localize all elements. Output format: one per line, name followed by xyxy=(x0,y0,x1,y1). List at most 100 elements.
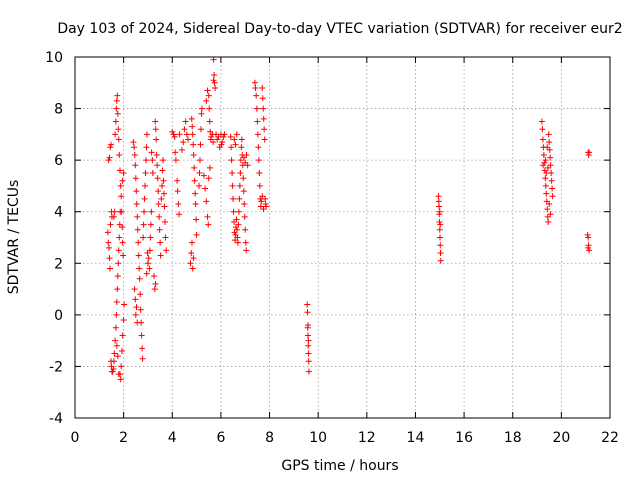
data-point xyxy=(149,170,156,177)
data-point xyxy=(142,182,149,189)
y-tick-label: 4 xyxy=(54,205,63,221)
data-point xyxy=(151,273,158,280)
data-point xyxy=(106,154,113,161)
data-point xyxy=(118,208,125,215)
data-point xyxy=(152,126,159,133)
axis-ticks xyxy=(74,56,611,419)
data-point xyxy=(188,249,195,256)
data-point xyxy=(162,234,169,241)
data-point xyxy=(196,157,203,164)
data-point xyxy=(262,195,269,202)
data-point xyxy=(116,151,123,158)
data-point xyxy=(540,162,547,169)
data-point xyxy=(118,347,125,354)
data-point xyxy=(148,149,155,156)
data-point xyxy=(143,157,150,164)
data-point xyxy=(218,141,225,148)
data-point xyxy=(171,133,178,140)
data-point xyxy=(436,203,443,210)
x-tick-label: 6 xyxy=(216,430,225,446)
data-point xyxy=(113,342,120,349)
data-point xyxy=(234,239,241,246)
data-point xyxy=(437,234,444,241)
data-point xyxy=(174,177,181,184)
data-point xyxy=(206,105,213,112)
data-point xyxy=(140,221,147,228)
data-point xyxy=(304,332,311,339)
data-point xyxy=(228,144,235,151)
data-point xyxy=(254,118,261,125)
data-point xyxy=(192,190,199,197)
data-point xyxy=(105,239,112,246)
data-point xyxy=(437,221,444,228)
x-tick-label: 10 xyxy=(309,430,327,446)
data-point xyxy=(257,203,264,210)
data-point xyxy=(133,200,140,207)
data-point xyxy=(549,193,556,200)
data-point xyxy=(436,208,443,215)
data-point xyxy=(205,175,212,182)
data-point xyxy=(180,139,187,146)
data-point xyxy=(304,301,311,308)
data-point xyxy=(176,131,183,138)
data-point xyxy=(113,311,120,318)
data-point xyxy=(190,255,197,262)
data-point xyxy=(105,157,112,164)
data-point xyxy=(214,136,221,143)
data-point xyxy=(220,133,227,140)
data-point xyxy=(139,355,146,362)
data-point xyxy=(106,255,113,262)
data-point xyxy=(197,126,204,133)
data-point xyxy=(546,139,553,146)
data-point xyxy=(547,154,554,161)
data-point xyxy=(544,206,551,213)
data-point xyxy=(144,249,151,256)
data-point xyxy=(117,376,124,383)
data-point xyxy=(160,177,167,184)
data-point xyxy=(139,345,146,352)
data-point xyxy=(134,319,141,326)
data-point xyxy=(231,136,238,143)
data-point xyxy=(243,151,250,158)
data-point xyxy=(243,247,250,254)
data-point xyxy=(542,175,549,182)
data-point xyxy=(174,188,181,195)
data-point xyxy=(260,115,267,122)
data-point xyxy=(540,151,547,158)
data-point xyxy=(159,167,166,174)
data-point xyxy=(235,208,242,215)
data-point xyxy=(237,170,244,177)
data-point xyxy=(114,92,121,99)
data-point xyxy=(203,198,210,205)
data-point xyxy=(136,275,143,282)
grid xyxy=(75,57,610,418)
data-point xyxy=(539,126,546,133)
data-point xyxy=(147,221,154,228)
data-point xyxy=(254,131,261,138)
data-point xyxy=(119,177,126,184)
data-point xyxy=(190,141,197,148)
data-point xyxy=(543,170,550,177)
data-point xyxy=(259,84,266,91)
data-point xyxy=(189,123,196,130)
data-point xyxy=(138,332,145,339)
data-point xyxy=(549,185,556,192)
x-tick-label: 16 xyxy=(455,430,473,446)
data-point xyxy=(143,270,150,277)
data-point xyxy=(158,195,165,202)
data-point xyxy=(205,92,212,99)
data-point xyxy=(134,213,141,220)
data-point xyxy=(544,213,551,220)
y-tick-label: 2 xyxy=(54,256,63,272)
data-point xyxy=(114,353,121,360)
data-point xyxy=(204,87,211,94)
data-point xyxy=(244,162,251,169)
data-point xyxy=(160,157,167,164)
data-point xyxy=(548,177,555,184)
data-point xyxy=(181,126,188,133)
data-point xyxy=(191,177,198,184)
plot-frame xyxy=(74,56,611,419)
y-tick-label: 10 xyxy=(45,50,63,66)
data-point xyxy=(547,211,554,218)
data-point xyxy=(546,200,553,207)
